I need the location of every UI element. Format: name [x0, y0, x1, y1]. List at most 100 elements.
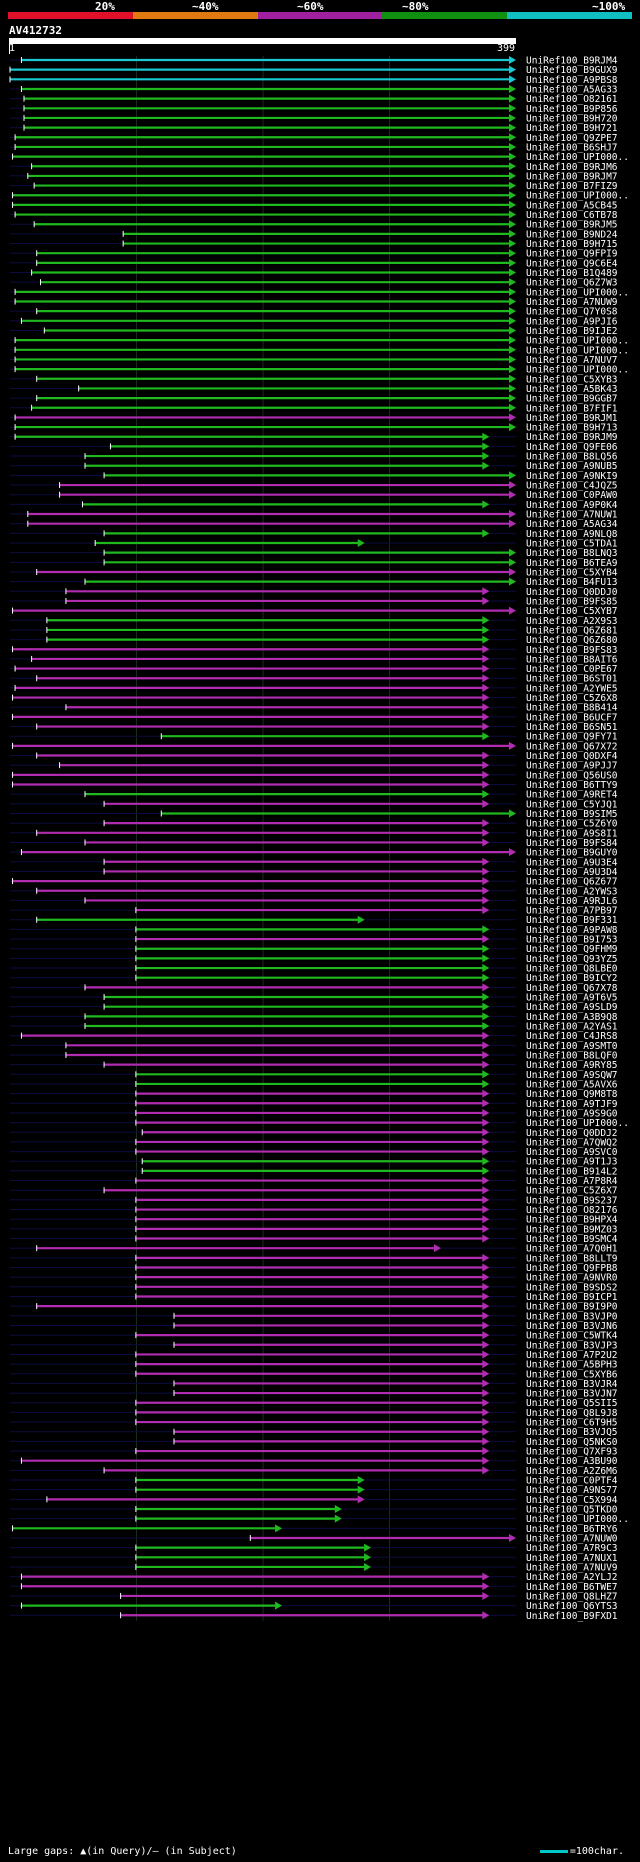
hit-label[interactable]: UniRef100_UPI000..: [526, 152, 629, 163]
hit-label[interactable]: UniRef100_A7NUX1: [526, 1553, 618, 1564]
hit-label[interactable]: UniRef100_A2X9S3: [526, 616, 618, 627]
hit-label[interactable]: UniRef100_B9MZ03: [526, 1224, 618, 1235]
hit-label[interactable]: UniRef100_Q9ZPE7: [526, 133, 618, 144]
hit-label[interactable]: UniRef100_Q8LBE0: [526, 964, 618, 975]
hit-label[interactable]: UniRef100_A7QWQ2: [526, 1137, 618, 1148]
hit-label[interactable]: UniRef100_B8LNQ3: [526, 548, 618, 559]
hit-label[interactable]: UniRef100_B9RJM5: [526, 220, 618, 231]
hit-label[interactable]: UniRef100_A9PAW8: [526, 925, 618, 936]
hit-label[interactable]: UniRef100_B9RJM9: [526, 432, 618, 443]
hit-label[interactable]: UniRef100_A7P8R4: [526, 1176, 618, 1187]
hit-label[interactable]: UniRef100_A7Q0H1: [526, 1244, 618, 1255]
hit-label[interactable]: UniRef100_C5XYB7: [526, 606, 618, 617]
hit-label[interactable]: UniRef100_Q6YTS3: [526, 1601, 618, 1612]
hit-label[interactable]: UniRef100_B9HPX4: [526, 1215, 618, 1226]
hit-label[interactable]: UniRef100_UPI000..: [526, 287, 629, 298]
hit-label[interactable]: UniRef100_Q9FHM9: [526, 944, 618, 955]
hit-label[interactable]: UniRef100_B9ND24: [526, 229, 618, 240]
hit-label[interactable]: UniRef100_C5TDA1: [526, 539, 618, 550]
hit-label[interactable]: UniRef100_B6TEA9: [526, 558, 618, 569]
hit-label[interactable]: UniRef100_B9I753: [526, 935, 618, 946]
hit-label[interactable]: UniRef100_B3VJP0: [526, 1311, 618, 1322]
hit-label[interactable]: UniRef100_Q5TKD0: [526, 1505, 618, 1516]
hit-label[interactable]: UniRef100_A7R9C3: [526, 1543, 618, 1554]
hit-label[interactable]: UniRef100_A9SLD9: [526, 1002, 618, 1013]
hit-label[interactable]: UniRef100_B9FS85: [526, 596, 618, 607]
hit-label[interactable]: UniRef100_B9ICY2: [526, 973, 618, 984]
hit-label[interactable]: UniRef100_B9SMC4: [526, 1234, 618, 1245]
hit-label[interactable]: UniRef100_A9RJL6: [526, 896, 618, 907]
hit-label[interactable]: UniRef100_B9H713: [526, 423, 618, 434]
hit-label[interactable]: UniRef100_A7NUV9: [526, 1562, 618, 1573]
hit-label[interactable]: UniRef100_C5X994: [526, 1495, 618, 1506]
hit-label[interactable]: UniRef100_A7P2U2: [526, 1350, 618, 1361]
hit-label[interactable]: UniRef100_A5BK43: [526, 384, 618, 395]
hit-label[interactable]: UniRef100_B9GUY0: [526, 848, 618, 859]
hit-label[interactable]: UniRef100_UPI000..: [526, 1514, 629, 1525]
hit-label[interactable]: UniRef100_B9H715: [526, 239, 618, 250]
hit-label[interactable]: UniRef100_Q9C6E4: [526, 258, 618, 269]
hit-label[interactable]: UniRef100_B3VJP3: [526, 1340, 618, 1351]
hit-label[interactable]: UniRef100_A9U3D4: [526, 867, 618, 878]
hit-label[interactable]: UniRef100_A9S8I1: [526, 828, 618, 839]
hit-label[interactable]: UniRef100_A9NUB5: [526, 461, 618, 472]
hit-label[interactable]: UniRef100_B6TTY9: [526, 780, 618, 791]
hit-label[interactable]: UniRef100_B9FS84: [526, 838, 618, 849]
hit-label[interactable]: UniRef100_A5AG33: [526, 84, 618, 95]
hit-label[interactable]: UniRef100_Q9FPI9: [526, 249, 618, 260]
hit-label[interactable]: UniRef100_B8B414: [526, 703, 618, 714]
hit-label[interactable]: UniRef100_B6SHJ7: [526, 142, 618, 153]
hit-label[interactable]: UniRef100_Q9FY71: [526, 732, 618, 743]
hit-label[interactable]: UniRef100_B9SDS2: [526, 1282, 618, 1293]
hit-label[interactable]: UniRef100_B8LLT9: [526, 1253, 618, 1264]
hit-label[interactable]: UniRef100_Q6Z677: [526, 877, 618, 888]
hit-label[interactable]: UniRef100_A9NS77: [526, 1485, 618, 1496]
hit-label[interactable]: UniRef100_B9H721: [526, 123, 618, 134]
hit-label[interactable]: UniRef100_C0PE67: [526, 664, 618, 675]
hit-label[interactable]: UniRef100_B8LQF0: [526, 1050, 618, 1061]
hit-label[interactable]: UniRef100_Q5SII5: [526, 1398, 618, 1409]
hit-label[interactable]: UniRef100_A9P0K4: [526, 500, 618, 511]
hit-label[interactable]: UniRef100_Q7Y0S8: [526, 307, 618, 318]
hit-label[interactable]: UniRef100_B3VJN6: [526, 1321, 618, 1332]
hit-label[interactable]: UniRef100_B8AIT6: [526, 654, 618, 665]
hit-label[interactable]: UniRef100_Q0DDJ0: [526, 587, 618, 598]
hit-label[interactable]: UniRef100_B9F331: [526, 915, 618, 926]
hit-label[interactable]: UniRef100_B7FIZ9: [526, 181, 618, 192]
hit-label[interactable]: UniRef100_B9RJM6: [526, 162, 618, 173]
hit-label[interactable]: UniRef100_A7NUV7: [526, 355, 618, 366]
hit-label[interactable]: UniRef100_A9PJI6: [526, 316, 618, 327]
hit-label[interactable]: UniRef100_C4JRS8: [526, 1031, 618, 1042]
hit-label[interactable]: UniRef100_B9FXD1: [526, 1611, 618, 1622]
hit-label[interactable]: UniRef100_B4FU13: [526, 577, 618, 588]
hit-label[interactable]: UniRef100_B9RJM4: [526, 56, 618, 67]
hit-label[interactable]: UniRef100_A5CB45: [526, 200, 618, 211]
hit-label[interactable]: UniRef100_A3BU90: [526, 1456, 618, 1467]
hit-label[interactable]: UniRef100_B7FIF1: [526, 403, 618, 414]
hit-label[interactable]: UniRef100_A3B9Q8: [526, 1012, 618, 1023]
hit-label[interactable]: UniRef100_A9NVR0: [526, 1273, 618, 1284]
hit-label[interactable]: UniRef100_UPI000..: [526, 1118, 629, 1129]
hit-label[interactable]: UniRef100_B9IJE2: [526, 326, 618, 337]
hit-label[interactable]: UniRef100_A2YWS3: [526, 886, 618, 897]
hit-label[interactable]: UniRef100_B9RJM1: [526, 413, 618, 424]
hit-label[interactable]: UniRef100_B3VJQ5: [526, 1427, 618, 1438]
hit-label[interactable]: UniRef100_A7NUW1: [526, 510, 618, 521]
hit-label[interactable]: UniRef100_A5AG34: [526, 519, 618, 530]
hit-label[interactable]: UniRef100_B6UCF7: [526, 712, 618, 723]
hit-label[interactable]: UniRef100_C6T9H5: [526, 1418, 618, 1429]
hit-label[interactable]: UniRef100_B3VJR4: [526, 1379, 618, 1390]
hit-label[interactable]: UniRef100_C5YJQ1: [526, 799, 618, 810]
hit-label[interactable]: UniRef100_Q8L9J8: [526, 1408, 618, 1419]
hit-label[interactable]: UniRef100_A9RET4: [526, 790, 618, 801]
hit-label[interactable]: UniRef100_C0PTF4: [526, 1476, 618, 1487]
hit-label[interactable]: UniRef100_B9S237: [526, 1195, 618, 1206]
hit-label[interactable]: UniRef100_B9GGB7: [526, 394, 618, 405]
hit-label[interactable]: UniRef100_B6SN51: [526, 722, 618, 733]
hit-label[interactable]: UniRef100_C6TB78: [526, 210, 618, 221]
hit-label[interactable]: UniRef100_Q9M8T8: [526, 1089, 618, 1100]
hit-label[interactable]: UniRef100_A5AVX6: [526, 1079, 618, 1090]
hit-label[interactable]: UniRef100_A9TJF9: [526, 1099, 618, 1110]
hit-label[interactable]: UniRef100_A7NUW9: [526, 297, 618, 308]
hit-label[interactable]: UniRef100_Q6Z681: [526, 625, 618, 636]
